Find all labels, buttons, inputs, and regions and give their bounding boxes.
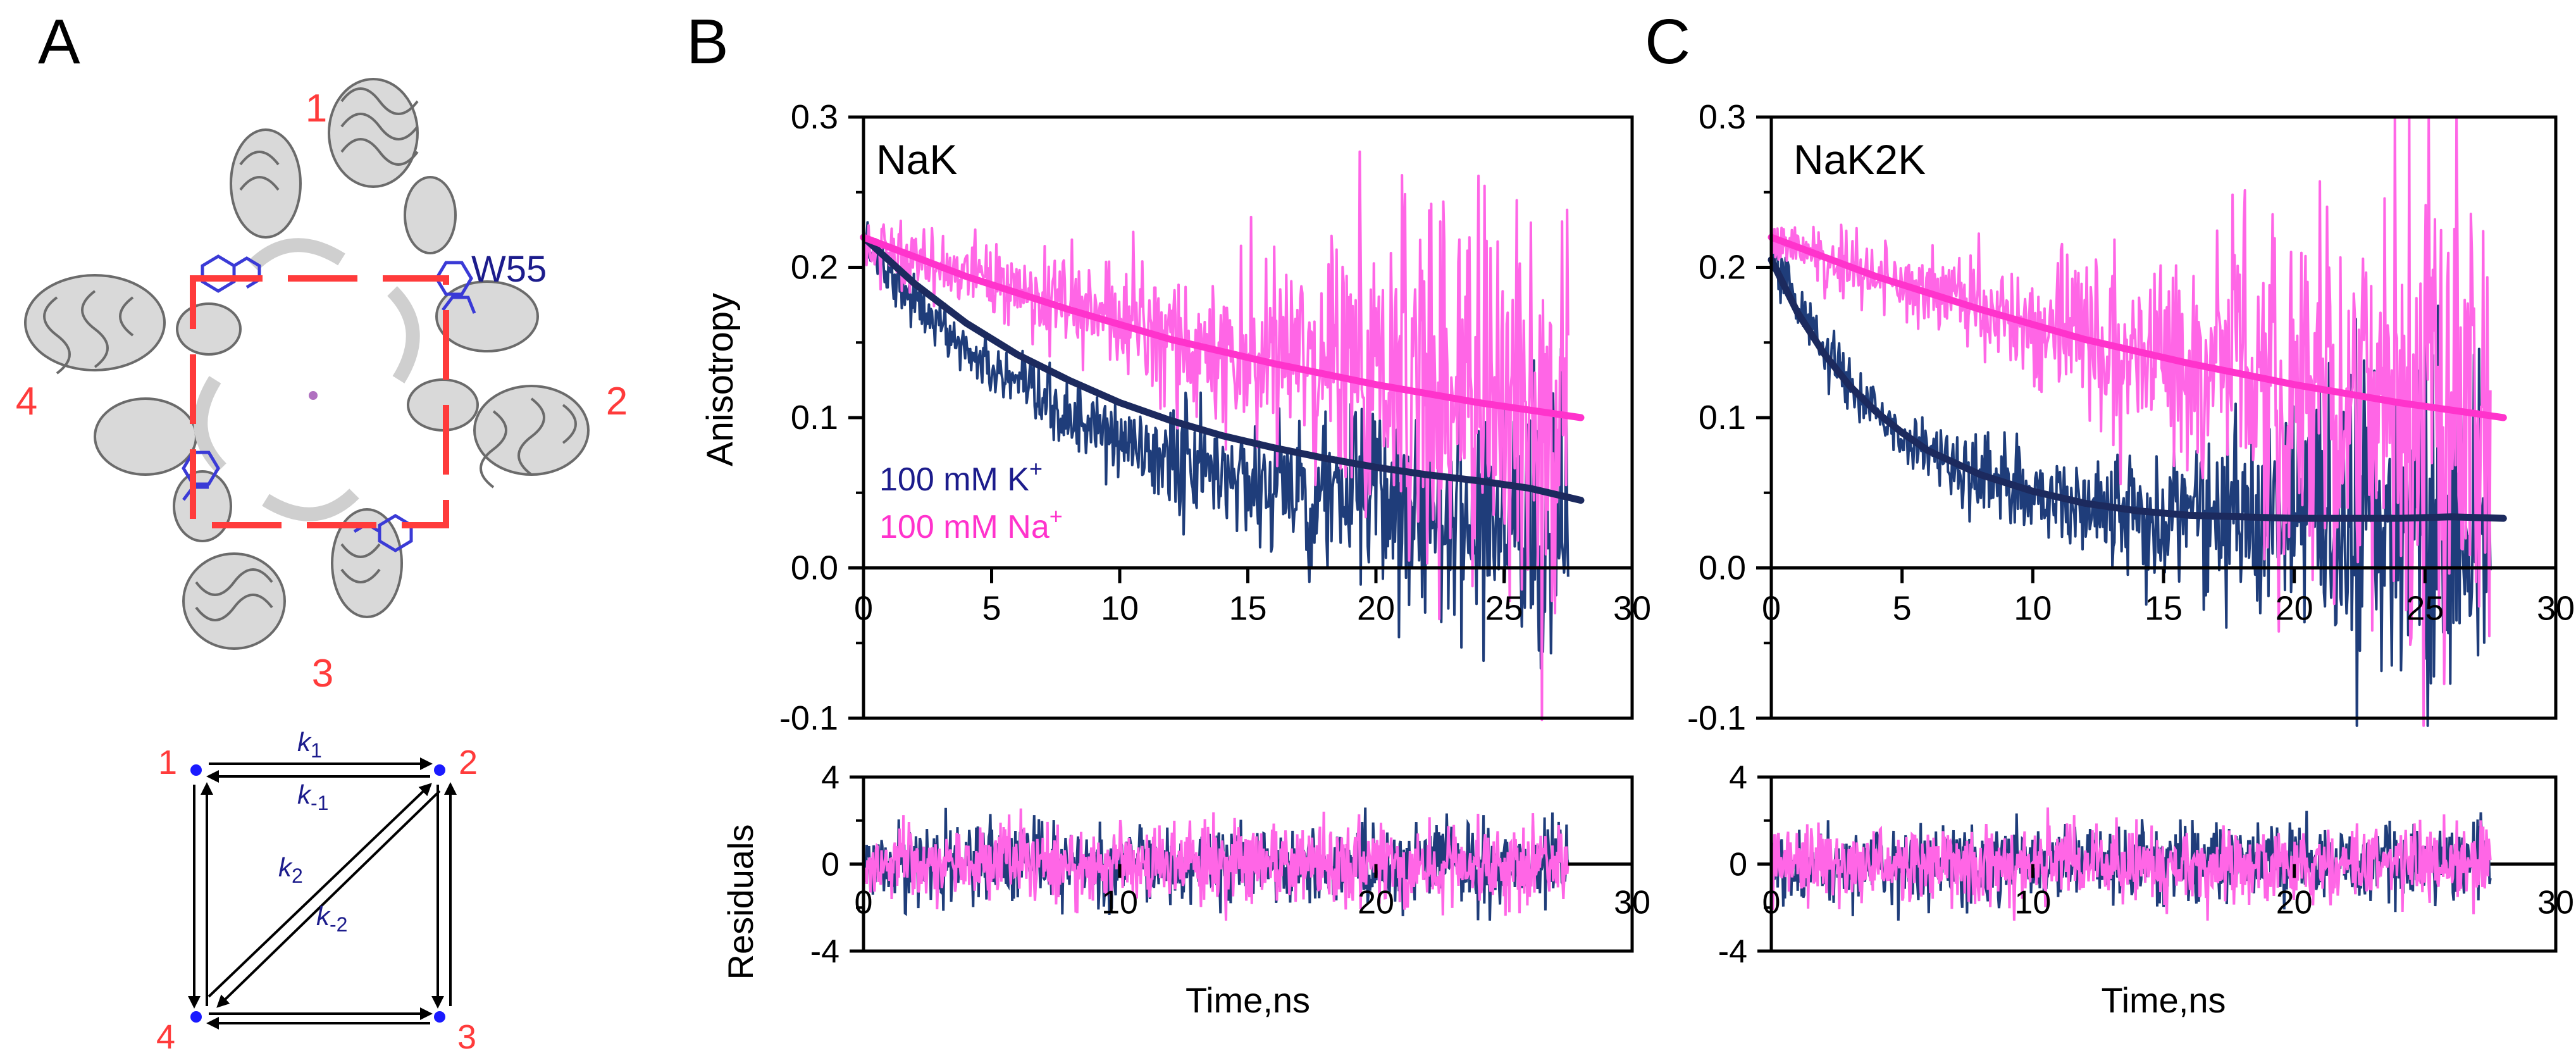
fit-line-k xyxy=(1768,256,2507,522)
subunit-label-3: 3 xyxy=(312,652,333,695)
x-axis-label: Time,ns xyxy=(2101,980,2226,1020)
x-tick-label: 10 xyxy=(2014,590,2052,628)
subunit-2-helices xyxy=(407,280,590,489)
scheme-node-2: 2 xyxy=(459,744,478,781)
scheme-node-4: 4 xyxy=(156,1018,175,1056)
residual-y-tick-label: 4 xyxy=(821,759,839,796)
y-tick-label: 0.1 xyxy=(1699,399,1746,437)
legend-entry: 100 mM Na+ xyxy=(879,503,1063,545)
y-tick-label: 0.1 xyxy=(791,399,838,437)
x-tick-label: 15 xyxy=(2145,590,2183,628)
panel-letter-a: A xyxy=(38,6,80,77)
x-tick-label: 5 xyxy=(982,590,1001,628)
series-line-na-data xyxy=(862,150,1570,721)
residual-x-tick-label: 0 xyxy=(1762,885,1781,921)
residual-line-na xyxy=(862,808,1570,921)
x-tick-label: 25 xyxy=(1485,590,1523,628)
chart-title: NaK2K xyxy=(1793,136,1926,183)
subunit-label-4: 4 xyxy=(16,380,37,423)
subunit-4-helices xyxy=(24,274,242,476)
rate-k-minus-1: k-1 xyxy=(297,780,328,814)
residual-y-tick-label: 4 xyxy=(1729,759,1747,796)
x-axis-label: Time,ns xyxy=(1186,980,1310,1020)
panel-letter-b: B xyxy=(686,6,729,77)
y-tick-label: -0.1 xyxy=(779,699,838,737)
x-tick-label: 0 xyxy=(1762,590,1781,628)
anisotropy-chart-c: 0.3 0.2 0.1 0.0 -0.1 0 5 10 15 20 25 30 NaK2K xyxy=(1687,98,2575,737)
x-tick-label: 15 xyxy=(1229,590,1266,628)
arrow-2-to-4 xyxy=(216,790,441,1008)
subunit-label-1: 1 xyxy=(306,87,327,130)
panel-letter-c: C xyxy=(1645,6,1690,77)
residue-label-w55: W55 xyxy=(471,249,547,290)
scheme-node-3: 3 xyxy=(457,1018,476,1056)
residual-y-tick-label: -4 xyxy=(1718,933,1747,970)
residuals-chart-c: 4 0 -4 0 10 20 30 Time,ns xyxy=(1718,759,2574,1020)
x-tick-label: 20 xyxy=(2276,590,2313,628)
x-tick-label: 0 xyxy=(854,590,873,628)
node-1-icon xyxy=(190,764,202,776)
central-ion-icon xyxy=(309,391,318,400)
panel-c: C 0.3 0.2 0.1 0.0 -0.1 0 5 10 15 20 25 30 NaK2K 4 0 -4… xyxy=(1645,6,2575,1020)
rate-k1: k1 xyxy=(297,727,322,762)
y-axis-label: Anisotropy xyxy=(700,293,741,466)
node-2-icon xyxy=(434,764,445,776)
y-tick-label: 0.3 xyxy=(791,98,838,136)
subunit-3-helices xyxy=(173,470,403,650)
x-tick-label: 5 xyxy=(1893,590,1912,628)
arrow-4-to-2 xyxy=(207,783,432,998)
x-tick-label: 30 xyxy=(1613,590,1651,628)
residual-y-tick-label: 0 xyxy=(1729,847,1747,883)
residual-x-tick-label: 20 xyxy=(1358,885,1394,921)
residual-y-axis-label: Residuals xyxy=(721,825,760,980)
y-tick-label: 0.3 xyxy=(1699,98,1746,136)
residual-x-tick-label: 10 xyxy=(2014,885,2051,921)
protein-structure-illustration xyxy=(24,78,590,650)
residual-line-na xyxy=(1770,807,2492,921)
panel-b: B 0.3 0.2 0.1 0.0 -0.1 0 5 10 15 20 25 30 NaK Anisotr… xyxy=(686,6,1651,1020)
y-tick-label: 0.2 xyxy=(791,249,838,287)
y-tick-label: 0.2 xyxy=(1699,249,1746,287)
y-tick-label: 0.0 xyxy=(1699,549,1746,587)
x-tick-label: 30 xyxy=(2537,590,2575,628)
x-tick-label: 25 xyxy=(2406,590,2444,628)
legend-entry: 100 mM K+ xyxy=(879,456,1043,498)
fit-line-k xyxy=(860,233,1585,504)
fit-line-na xyxy=(860,233,1585,421)
y-tick-label: 0.0 xyxy=(791,549,838,587)
residual-x-tick-label: 30 xyxy=(2537,885,2574,921)
subunit-1-helices xyxy=(230,78,457,254)
anisotropy-chart-b: 0.3 0.2 0.1 0.0 -0.1 0 5 10 15 20 25 30 NaK Anisotrop… xyxy=(700,98,1651,737)
node-4-icon xyxy=(190,1011,202,1023)
rate-k2: k2 xyxy=(278,852,303,887)
residual-x-tick-label: 30 xyxy=(1614,885,1650,921)
residual-x-tick-label: 10 xyxy=(1101,885,1138,921)
residual-y-tick-label: 0 xyxy=(821,847,839,883)
node-3-icon xyxy=(434,1011,445,1023)
y-tick-label: -0.1 xyxy=(1687,699,1746,737)
fit-line-na xyxy=(1768,233,2507,421)
chart-title: NaK xyxy=(876,136,957,183)
residual-y-tick-label: -4 xyxy=(810,933,839,970)
rate-k-minus-2: k-2 xyxy=(316,901,347,936)
residual-x-tick-label: 20 xyxy=(2276,885,2313,921)
scheme-node-1: 1 xyxy=(158,744,177,781)
x-tick-label: 10 xyxy=(1101,590,1139,628)
subunit-label-2: 2 xyxy=(606,380,628,423)
subunit-square-outline xyxy=(190,275,449,528)
series-line-k-data xyxy=(1771,234,2492,727)
x-tick-label: 20 xyxy=(1357,590,1395,628)
kinetic-scheme: 1 2 3 4 k1 k-1 k2 k-2 xyxy=(156,727,478,1056)
residuals-chart-b: 4 0 -4 0 10 20 30 Residuals Time,ns xyxy=(721,759,1650,1020)
panel-a: A xyxy=(16,6,628,1056)
residual-x-tick-label: 0 xyxy=(855,885,873,921)
